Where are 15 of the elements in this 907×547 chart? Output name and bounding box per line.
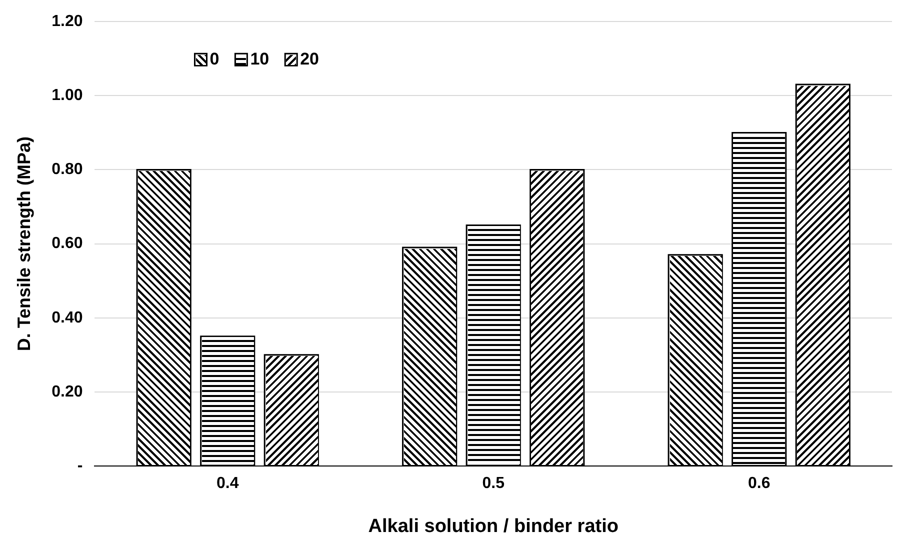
y-tick-label: 0.60 — [52, 235, 83, 252]
legend-label: 0 — [210, 49, 220, 68]
x-tick-label: 0.6 — [748, 475, 770, 492]
x-axis-title: Alkali solution / binder ratio — [368, 516, 618, 537]
legend-label: 10 — [250, 49, 270, 68]
y-tick-label: - — [77, 457, 83, 474]
legend-label: 20 — [300, 49, 320, 68]
x-tick-label: 0.4 — [216, 475, 239, 492]
y-tick-label: 0.20 — [52, 383, 83, 400]
y-axis-title: D. Tensile strength (MPa) — [14, 136, 34, 352]
y-tick-label: 0.80 — [52, 161, 83, 178]
x-tick-label: 0.5 — [482, 475, 505, 492]
y-tick-label: 1.20 — [52, 13, 83, 30]
y-tick-label: 0.40 — [52, 309, 83, 326]
y-tick-label: 1.00 — [52, 87, 83, 104]
